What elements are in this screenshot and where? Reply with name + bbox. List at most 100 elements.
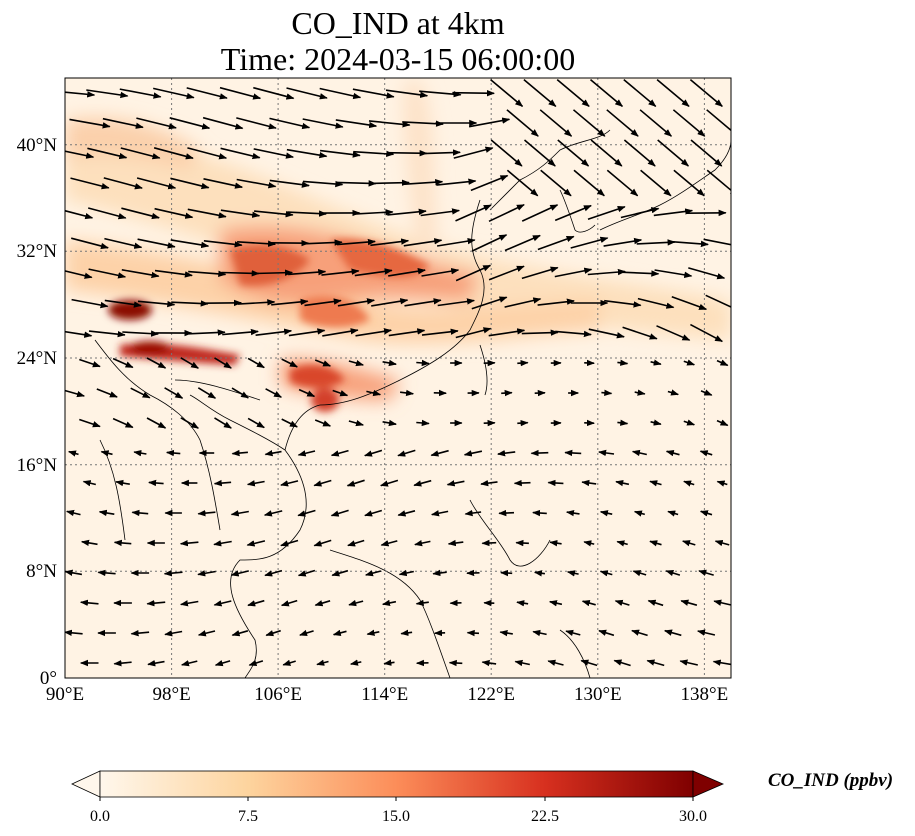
wind-vector-arrow [202, 116, 244, 130]
wind-vector-arrow [606, 109, 639, 137]
wind-vector-arrow [353, 150, 395, 158]
wind-vector-arrow [231, 387, 249, 399]
wind-vector-arrow [498, 509, 515, 517]
wind-vector-arrow [265, 388, 283, 398]
wind-vector-arrow [537, 298, 575, 306]
wind-vector-arrow [169, 117, 211, 130]
wind-vector-arrow [504, 234, 541, 252]
wind-vector-arrow [506, 109, 539, 137]
wind-vector-arrow [137, 238, 176, 249]
wind-vector-arrow [706, 169, 731, 197]
wind-vector-arrow [649, 540, 662, 547]
wind-vector-arrow [566, 570, 579, 577]
wind-vector-arrow [102, 117, 144, 129]
wind-vector-arrow [455, 327, 492, 339]
wind-vector-arrow [87, 147, 128, 160]
wind-vector-arrow [364, 449, 383, 457]
wind-vector-arrow [321, 268, 360, 276]
wind-vector-arrow [468, 117, 511, 128]
wind-vector-arrow [712, 659, 731, 666]
wind-vector-arrow [683, 419, 696, 426]
wind-vector-arrow [705, 294, 731, 308]
wind-vector-arrow [79, 418, 101, 428]
colorbar-tick-label: 15.0 [382, 808, 410, 825]
wind-vector-arrow [147, 660, 165, 667]
wind-vector-arrow [615, 479, 630, 487]
wind-vector-arrow [247, 357, 265, 369]
wind-vector-arrow [604, 299, 642, 308]
wind-vector-arrow [673, 169, 705, 197]
wind-vector-arrow [603, 237, 643, 247]
wind-vector-arrow [331, 569, 349, 577]
wind-vector-arrow [336, 180, 377, 187]
wind-vector-arrow [197, 630, 216, 637]
wind-vector-arrow [646, 659, 665, 667]
wind-vector-arrow [187, 208, 227, 219]
wind-vector-arrow [634, 389, 646, 396]
wind-vector-arrow [555, 330, 592, 338]
wind-vector-arrow [188, 329, 226, 336]
wind-vector-arrow [246, 480, 265, 487]
wind-vector-arrow [237, 299, 276, 306]
wind-vector-arrow [620, 270, 660, 277]
wind-vector-arrow [436, 237, 476, 247]
wind-vector-arrow [282, 659, 296, 666]
wind-vector-arrow [153, 147, 194, 160]
wind-vector-arrow [554, 204, 592, 222]
wind-vector-arrow [703, 238, 731, 246]
wind-vector-arrow [148, 479, 164, 487]
wind-vector-arrow [297, 450, 316, 457]
wind-vector-arrow [419, 90, 462, 98]
wind-vector-arrow [68, 450, 79, 457]
wind-vector-arrow [203, 240, 243, 248]
wind-vector-arrow [631, 629, 648, 637]
wind-vector-arrow [96, 388, 118, 398]
wind-vector-arrow [314, 419, 332, 427]
wind-vector-arrow [416, 359, 430, 367]
wind-vector-arrow [633, 510, 646, 517]
wind-vector-arrow [521, 204, 559, 222]
lon-tick-label: 90°E [46, 684, 84, 705]
wind-vector-arrow [490, 78, 524, 108]
wind-vector-arrow [416, 419, 430, 427]
wind-vector-arrow [420, 208, 460, 217]
wind-vector-arrow [530, 449, 549, 457]
wind-vector-arrow [403, 238, 443, 247]
wind-vector-arrow [514, 659, 530, 667]
wind-vector-arrow [222, 328, 259, 336]
wind-vector-arrow [180, 417, 199, 429]
wind-vector-arrow [314, 359, 332, 367]
wind-vector-arrow [153, 87, 195, 100]
wind-vector-arrow [288, 268, 327, 276]
wind-vector-arrow [380, 540, 398, 547]
wind-vector-arrow [130, 629, 150, 637]
wind-vector-arrow [453, 146, 494, 159]
wind-vector-arrow [297, 569, 316, 577]
wind-vector-arrow [286, 148, 328, 159]
wind-vector-arrow [654, 269, 693, 279]
wind-vector-arrow [632, 570, 647, 577]
wind-vector-arrow [304, 298, 342, 307]
wind-vector-arrow [690, 323, 724, 343]
wind-vector-arrow [236, 178, 277, 189]
wind-vector-arrow [271, 298, 309, 306]
wind-vector-arrow [601, 389, 613, 397]
wind-vector-arrow [613, 659, 631, 667]
wind-vector-arrow [667, 510, 679, 517]
wind-vector-arrow [298, 388, 316, 398]
wind-vector-arrow [70, 237, 109, 250]
colorbar-extend-low [71, 770, 101, 798]
colorbar-tick-label: 7.5 [238, 808, 258, 825]
wind-vector-arrow [179, 539, 199, 547]
wind-vector-arrow [348, 599, 364, 607]
lat-tick-labels: 0° 8°N 16°N 24°N 32°N 40°N [17, 135, 58, 689]
wind-vector-arrow [302, 180, 344, 188]
wind-vector-arrow [269, 179, 310, 188]
wind-vector-arrow [549, 540, 562, 547]
wind-vector-arrow [400, 389, 414, 397]
wind-vector-arrow [432, 569, 447, 577]
wind-vector-arrow [500, 569, 513, 577]
wind-vector-arrow [314, 600, 331, 607]
wind-vector-arrow [537, 235, 575, 251]
wind-vector-arrow [112, 357, 134, 369]
